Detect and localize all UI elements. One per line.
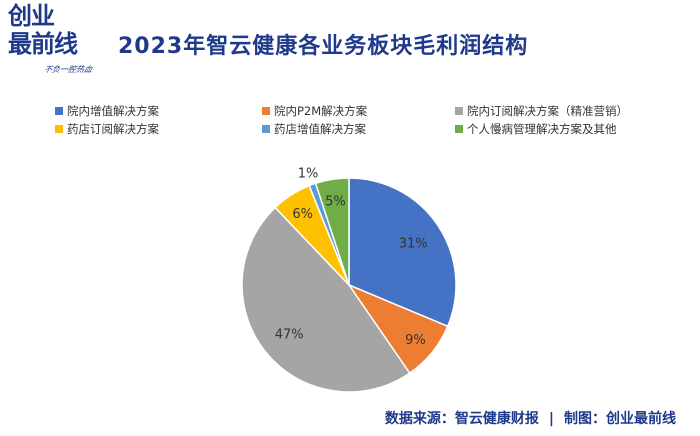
legend-item-4: 药店增值解决方案 <box>262 122 366 136</box>
data-source: 数据来源：智云健康财报 <box>384 411 539 427</box>
pie-slice-5 <box>314 177 350 286</box>
legend-item-1: 院内P2M解决方案 <box>262 104 367 118</box>
slice-label-4: 1% <box>298 166 319 181</box>
chart-footer: 数据来源：智云健康财报 | 制图：创业最前线 <box>385 408 676 428</box>
slice-label-3: 6% <box>292 207 313 222</box>
chart-credit: 制图：创业最前线 <box>564 411 676 427</box>
pie-slice-0 <box>348 177 457 328</box>
legend-swatch-3 <box>55 125 63 133</box>
legend-swatch-0 <box>55 107 63 115</box>
legend-label-0: 院内增值解决方案 <box>67 104 159 118</box>
legend-label-3: 药店订阅解决方案 <box>67 122 159 136</box>
pie-chart: 31% 9% 47% 6% 1% 5% <box>241 166 457 393</box>
legend-label-5: 个人慢病管理解决方案及其他 <box>467 122 617 136</box>
legend-swatch-1 <box>262 107 270 115</box>
slice-label-5: 5% <box>325 194 346 209</box>
brand-logo: 创业 最前线 不负一腔热血 <box>8 2 96 82</box>
pie-slice-2 <box>241 206 411 393</box>
chart-title: 2023年智云健康各业务板块毛利润结构 <box>118 34 529 59</box>
legend-label-4: 药店增值解决方案 <box>274 122 366 136</box>
logo-line-2: 最前线 <box>8 30 78 58</box>
slice-label-0: 31% <box>399 236 428 251</box>
legend-item-2: 院内订阅解决方案（精准营销） <box>455 104 628 118</box>
slice-label-1: 9% <box>405 333 426 348</box>
legend-swatch-2 <box>455 107 463 115</box>
legend-label-1: 院内P2M解决方案 <box>274 104 368 118</box>
logo-line-1: 创业 <box>8 2 55 30</box>
slice-label-2: 47% <box>275 328 304 343</box>
legend-item-3: 药店订阅解决方案 <box>55 122 159 136</box>
legend-item-0: 院内增值解决方案 <box>55 104 159 118</box>
legend-swatch-4 <box>262 125 270 133</box>
legend-item-5: 个人慢病管理解决方案及其他 <box>455 122 617 136</box>
legend-label-2: 院内订阅解决方案（精准营销） <box>467 104 628 118</box>
legend-swatch-5 <box>455 125 463 133</box>
footer-separator: | <box>548 411 554 427</box>
